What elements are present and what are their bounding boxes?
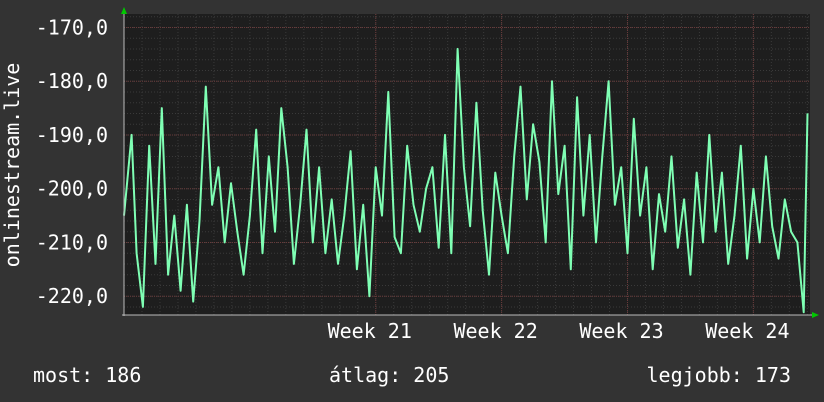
y-tick-label: -200,0 (36, 177, 108, 201)
current-stat: most: 186 (33, 363, 141, 387)
y-axis-label: onlinestream.live (0, 63, 24, 268)
current-label: most: (33, 363, 93, 387)
y-tick-label: -210,0 (36, 230, 108, 254)
x-tick-labels: Week 21 Week 22 Week 23 Week 24 (328, 319, 790, 343)
y-tick-label: -190,0 (36, 123, 108, 147)
y-tick-label: -220,0 (36, 284, 108, 308)
y-tick-labels: -170,0 -180,0 -190,0 -200,0 -210,0 -220,0 (36, 15, 108, 308)
x-tick-label: Week 21 (328, 319, 412, 343)
x-tick-label: Week 23 (579, 319, 663, 343)
best-stat: legjobb: 173 (647, 363, 792, 387)
average-stat: átlag: 205 (329, 363, 449, 387)
y-tick-label: -180,0 (36, 69, 108, 93)
plot-area (124, 14, 810, 315)
current-value: 186 (105, 363, 141, 387)
average-value: 205 (413, 363, 449, 387)
best-value: 173 (755, 363, 791, 387)
best-label: legjobb: (647, 363, 743, 387)
x-axis-arrow-icon (812, 312, 819, 318)
x-tick-label: Week 24 (705, 319, 789, 343)
x-tick-label: Week 22 (453, 319, 537, 343)
y-axis-arrow-icon (121, 7, 127, 14)
y-tick-label: -170,0 (36, 15, 108, 39)
series-line (123, 47, 809, 314)
average-label: átlag: (329, 363, 401, 387)
